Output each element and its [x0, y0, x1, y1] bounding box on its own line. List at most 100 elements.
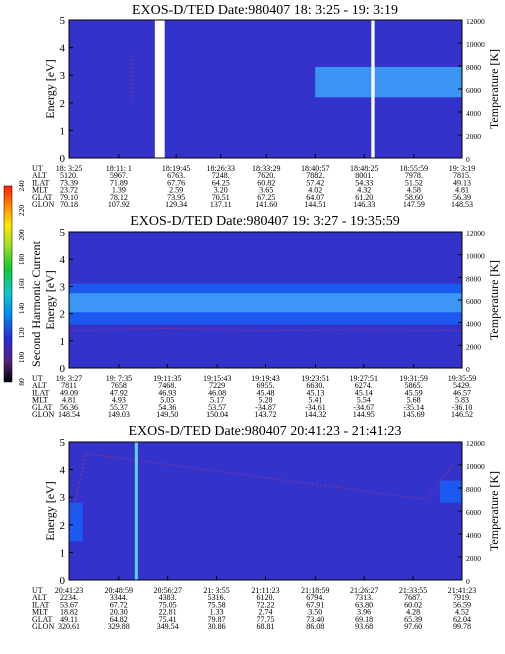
ephemeris-value: 71.89	[110, 178, 128, 187]
ephemeris-value: 67.25	[257, 193, 275, 202]
ephemeris-value: 5316.	[208, 593, 226, 602]
ephemeris-value: 78.12	[110, 193, 128, 202]
ephemeris-value: 2234.	[60, 593, 78, 602]
ephemeris-value: 20.30	[110, 608, 128, 617]
ephemeris-row-label: MLT	[32, 396, 48, 405]
ephemeris-value: 1.33	[210, 608, 224, 617]
y-tick-label-left: 0	[60, 575, 66, 587]
ephemeris-value: 21: 3:55	[203, 586, 229, 595]
ephemeris-value: 19:35:59	[448, 374, 476, 383]
ephemeris-value: 19: 3:19	[449, 164, 475, 173]
ephemeris-value: 5429.	[453, 381, 471, 390]
ephemeris-value: 4.52	[455, 608, 469, 617]
ephemeris-value: 5.83	[455, 396, 469, 405]
ephemeris-value: 2.74	[259, 608, 273, 617]
flux-spike	[134, 442, 138, 580]
colorbar-tick-label: 180	[17, 254, 26, 266]
ephemeris-row-label: GLAT	[32, 193, 53, 202]
panels-group: EXOS-D/TED Date:980407 18: 3:25 - 19: 3:…	[32, 3, 501, 631]
ephemeris-value: 73.40	[306, 615, 324, 624]
ephemeris-value: 147.59	[403, 200, 425, 209]
ephemeris-value: 7919.	[453, 593, 471, 602]
ephemeris-row-label: GLON	[32, 410, 54, 419]
ephemeris-value: 7658	[111, 381, 127, 390]
ephemeris-value: 20:41:23	[55, 586, 83, 595]
y-tick-label-left: 5	[60, 227, 66, 239]
ephemeris-value: 5.28	[259, 396, 273, 405]
ephemeris-value: 79.87	[208, 615, 226, 624]
panel-1: EXOS-D/TED Date:980407 18: 3:25 - 19: 3:…	[32, 3, 501, 209]
y-tick-label-right: 2000	[466, 132, 481, 141]
ephemeris-value: 19:27:51	[350, 374, 378, 383]
ephemeris-value: 143.72	[255, 410, 277, 419]
y-tick-label-right: 8000	[466, 274, 481, 283]
ephemeris-value: 54.36	[158, 403, 176, 412]
ephemeris-value: 77.75	[257, 615, 275, 624]
colorbar-tick-label: 100	[17, 352, 26, 364]
ephemeris-value: 145.69	[403, 410, 425, 419]
ephemeris-value: 150.04	[206, 410, 228, 419]
colorbar-tick-label: 80	[17, 378, 26, 386]
ephemeris-value: 5967.	[110, 171, 128, 180]
ephemeris-value: 107.92	[108, 200, 130, 209]
y-tick-label-left: 5	[60, 437, 66, 449]
y-tick-label-left: 0	[60, 153, 66, 165]
ephemeris-value: 144.95	[353, 410, 375, 419]
ephemeris-value: 49.13	[453, 178, 471, 187]
ephemeris-value: 45.14	[355, 388, 373, 397]
ephemeris-value: 4.28	[406, 608, 420, 617]
ephemeris-value: 7978.	[405, 171, 423, 180]
ephemeris-value: 73.95	[167, 193, 185, 202]
ephemeris-value: 18:26:33	[207, 164, 235, 173]
ephemeris-value: 19: 3:27	[56, 374, 82, 383]
ephemeris-value: 64.82	[110, 615, 128, 624]
y-tick-label-right: 8000	[466, 63, 481, 72]
y-tick-label-left: 4	[60, 43, 66, 55]
ephemeris-value: 18:40:57	[301, 164, 329, 173]
y-tick-label-left: 4	[60, 254, 66, 266]
ephemeris-value: 3.65	[259, 186, 273, 195]
y-tick-label-right: 4000	[466, 320, 481, 329]
y-tick-label-right: 10000	[466, 40, 485, 49]
y-tick-label-left: 1	[60, 125, 66, 137]
ephemeris-row-label: GLAT	[32, 403, 53, 412]
ephemeris-value: 18:55:59	[400, 164, 428, 173]
y-tick-label-right: 4000	[466, 531, 481, 540]
ephemeris-value: 21:33:55	[399, 586, 427, 595]
ephemeris-value: 21:18:59	[301, 586, 329, 595]
ephemeris-value: -34.61	[305, 403, 326, 412]
ephemeris-value: 2.59	[169, 186, 183, 195]
ephemeris-value: 4.81	[62, 396, 76, 405]
ephemeris-value: 79.10	[60, 193, 78, 202]
ephemeris-value: 4.58	[407, 186, 421, 195]
y-tick-label-left: 2	[60, 309, 66, 321]
colorbar-tick-label: 140	[17, 303, 26, 315]
y-tick-label-right: 0	[466, 577, 470, 586]
ephemeris-value: 23.72	[60, 186, 78, 195]
y-axis-label-left: Energy [eV]	[43, 270, 57, 329]
flux-band	[69, 502, 83, 542]
ephemeris-value: 64.25	[212, 178, 230, 187]
ephemeris-value: 19:11:35	[153, 374, 181, 383]
y-tick-label-right: 0	[466, 365, 470, 374]
ephemeris-row-label: ILAT	[32, 178, 49, 187]
ephemeris-value: 93.68	[355, 622, 373, 631]
spectrogram-background	[69, 442, 462, 580]
ephemeris-value: 46.93	[158, 388, 176, 397]
ephemeris-value: 56.59	[453, 600, 471, 609]
ephemeris-value: 21:41:23	[448, 586, 476, 595]
ephemeris-value: 329.88	[108, 622, 130, 631]
ephemeris-value: 129.34	[165, 200, 187, 209]
ephemeris-value: 60.02	[404, 600, 422, 609]
flux-band	[69, 293, 462, 313]
colorbar-tick-label: 160	[17, 278, 26, 290]
ephemeris-value: 3.50	[308, 608, 322, 617]
ephemeris-value: 75.41	[159, 615, 177, 624]
ephemeris-value: 1.39	[112, 186, 126, 195]
ephemeris-value: -36.10	[452, 403, 473, 412]
ephemeris-row-label: GLON	[32, 200, 54, 209]
ephemeris-value: 18: 3:25	[56, 164, 82, 173]
ephemeris-value: 99.78	[453, 622, 471, 631]
ephemeris-value: 56.36	[60, 403, 78, 412]
ephemeris-value: 67.76	[167, 178, 185, 187]
